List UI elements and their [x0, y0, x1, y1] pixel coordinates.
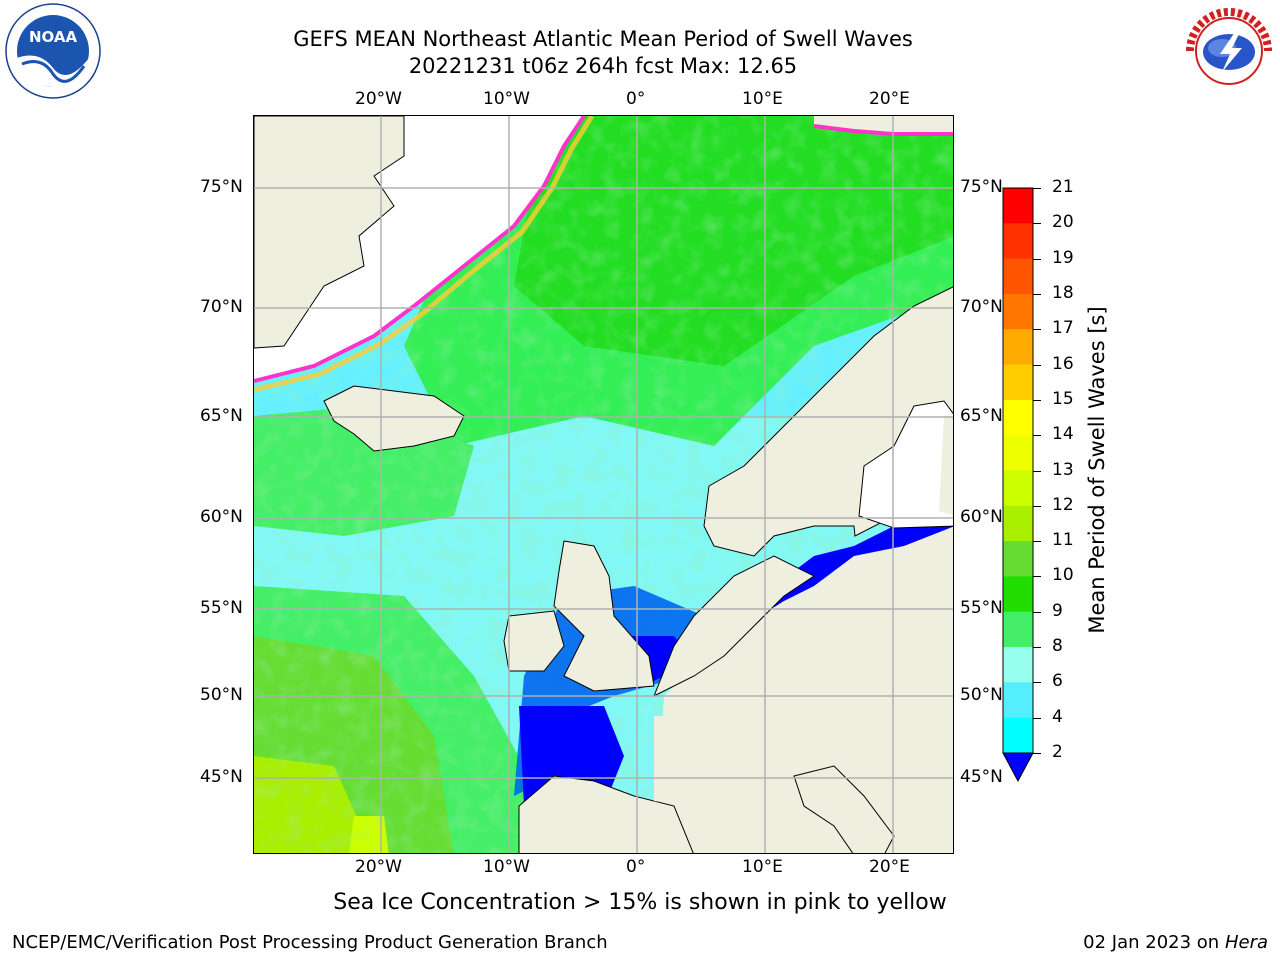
- footer-date-text: 02 Jan 2023 on: [1083, 932, 1225, 953]
- colorbar: [1000, 186, 1040, 786]
- colorbar-tick-mark: [1033, 717, 1041, 719]
- lon-label-bottom-10w: 10°W: [483, 857, 530, 877]
- lon-label-top-10e: 10°E: [742, 89, 783, 109]
- lat-label-left-65n: 65°N: [200, 406, 243, 426]
- noaa-logo: NOAA: [4, 2, 102, 100]
- colorbar-segment: [1003, 435, 1033, 471]
- colorbar-tick-label: 16: [1052, 353, 1074, 374]
- lat-label-left-55n: 55°N: [200, 598, 243, 618]
- lat-label-left-50n: 50°N: [200, 685, 243, 705]
- lat-label-left-70n: 70°N: [200, 297, 243, 317]
- colorbar-tick-mark: [1033, 576, 1041, 578]
- colorbar-tick-mark: [1033, 188, 1041, 189]
- colorbar-tick-label: 15: [1052, 388, 1074, 409]
- colorbar-tick-label: 20: [1052, 212, 1074, 233]
- colorbar-segment: [1003, 505, 1033, 542]
- colorbar-tick-mark: [1033, 753, 1041, 754]
- colorbar-tick-label: 11: [1052, 530, 1074, 551]
- chart-subtitle: 20221231 t06z 264h fcst Max: 12.65: [408, 54, 798, 78]
- colorbar-tick-mark: [1033, 435, 1041, 437]
- colorbar-tick-mark: [1033, 293, 1041, 295]
- colorbar-tick-mark: [1033, 364, 1041, 366]
- lat-label-left-75n: 75°N: [200, 177, 243, 197]
- lon-label-bottom-20w: 20°W: [355, 857, 402, 877]
- lat-label-right-45n: 45°N: [960, 767, 1003, 787]
- colorbar-segment: [1003, 258, 1033, 295]
- colorbar-segment: [1003, 647, 1033, 683]
- chart-title: GEFS MEAN Northeast Atlantic Mean Period…: [293, 27, 913, 51]
- colorbar-tick-label: 19: [1052, 247, 1074, 268]
- colorbar-segment: [1003, 470, 1033, 507]
- lon-label-top-0: 0°: [626, 89, 646, 109]
- colorbar-segment: [1003, 611, 1033, 648]
- colorbar-tick-mark: [1033, 541, 1041, 543]
- colorbar-segment: [1003, 576, 1033, 613]
- footer-date: 02 Jan 2023 on Hera: [1083, 932, 1268, 953]
- lat-label-right-60n: 60°N: [960, 507, 1003, 527]
- colorbar-tick-mark: [1033, 505, 1041, 507]
- footer-credit: NCEP/EMC/Verification Post Processing Pr…: [12, 932, 608, 953]
- colorbar-tick-mark: [1033, 682, 1041, 684]
- lat-label-right-75n: 75°N: [960, 177, 1003, 197]
- lon-label-bottom-0: 0°: [626, 857, 646, 877]
- colorbar-segment: [1003, 717, 1033, 754]
- colorbar-tick-mark: [1033, 611, 1041, 613]
- lon-label-bottom-20e: 20°E: [869, 857, 910, 877]
- colorbar-segment: [1003, 541, 1033, 577]
- lat-label-right-50n: 50°N: [960, 685, 1003, 705]
- colorbar-extend-triangle: [1002, 752, 1034, 783]
- sea-ice-caption: Sea Ice Concentration > 15% is shown in …: [333, 890, 947, 915]
- lon-label-top-20e: 20°E: [869, 89, 910, 109]
- colorbar-tick-mark: [1033, 399, 1041, 401]
- colorbar-tick-label: 9: [1052, 600, 1063, 621]
- colorbar-tick-mark: [1033, 647, 1041, 649]
- colorbar-segment: [1003, 399, 1033, 436]
- lon-label-top-20w: 20°W: [355, 89, 402, 109]
- colorbar-tick-mark: [1033, 258, 1041, 260]
- lat-label-left-60n: 60°N: [200, 507, 243, 527]
- lat-label-right-65n: 65°N: [960, 406, 1003, 426]
- footer-host: Hera: [1224, 932, 1268, 953]
- lat-label-right-55n: 55°N: [960, 598, 1003, 618]
- colorbar-tick-label: 12: [1052, 494, 1074, 515]
- colorbar-tick-label: 18: [1052, 282, 1074, 303]
- colorbar-tick-label: 8: [1052, 636, 1063, 657]
- colorbar-tick-label: 21: [1052, 177, 1074, 197]
- colorbar-tick-label: 6: [1052, 671, 1063, 692]
- nws-logo: [1180, 2, 1278, 100]
- colorbar-tick-label: 14: [1052, 424, 1074, 445]
- lon-label-top-10w: 10°W: [483, 89, 530, 109]
- colorbar-tick-mark: [1033, 470, 1041, 472]
- colorbar-segment: [1003, 293, 1033, 330]
- colorbar-label: Mean Period of Swell Waves [s]: [1085, 306, 1109, 634]
- lat-label-right-70n: 70°N: [960, 297, 1003, 317]
- colorbar-tick-label: 13: [1052, 459, 1074, 480]
- colorbar-segment: [1003, 682, 1033, 719]
- colorbar-segment: [1003, 364, 1033, 401]
- colorbar-tick-mark: [1033, 329, 1041, 331]
- colorbar-tick-label: 2: [1052, 742, 1063, 762]
- colorbar-tick-mark: [1033, 223, 1041, 225]
- colorbar-segment: [1003, 188, 1033, 224]
- swell-period-field: [254, 116, 953, 853]
- colorbar-segment: [1003, 329, 1033, 366]
- map: [253, 115, 954, 854]
- colorbar-tick-label: 4: [1052, 706, 1063, 727]
- colorbar-tick-label: 10: [1052, 565, 1074, 586]
- lat-label-left-45n: 45°N: [200, 767, 243, 787]
- colorbar-tick-label: 17: [1052, 318, 1074, 339]
- colorbar-segment: [1003, 223, 1033, 260]
- noaa-logo-text: NOAA: [29, 28, 78, 46]
- lon-label-bottom-10e: 10°E: [742, 857, 783, 877]
